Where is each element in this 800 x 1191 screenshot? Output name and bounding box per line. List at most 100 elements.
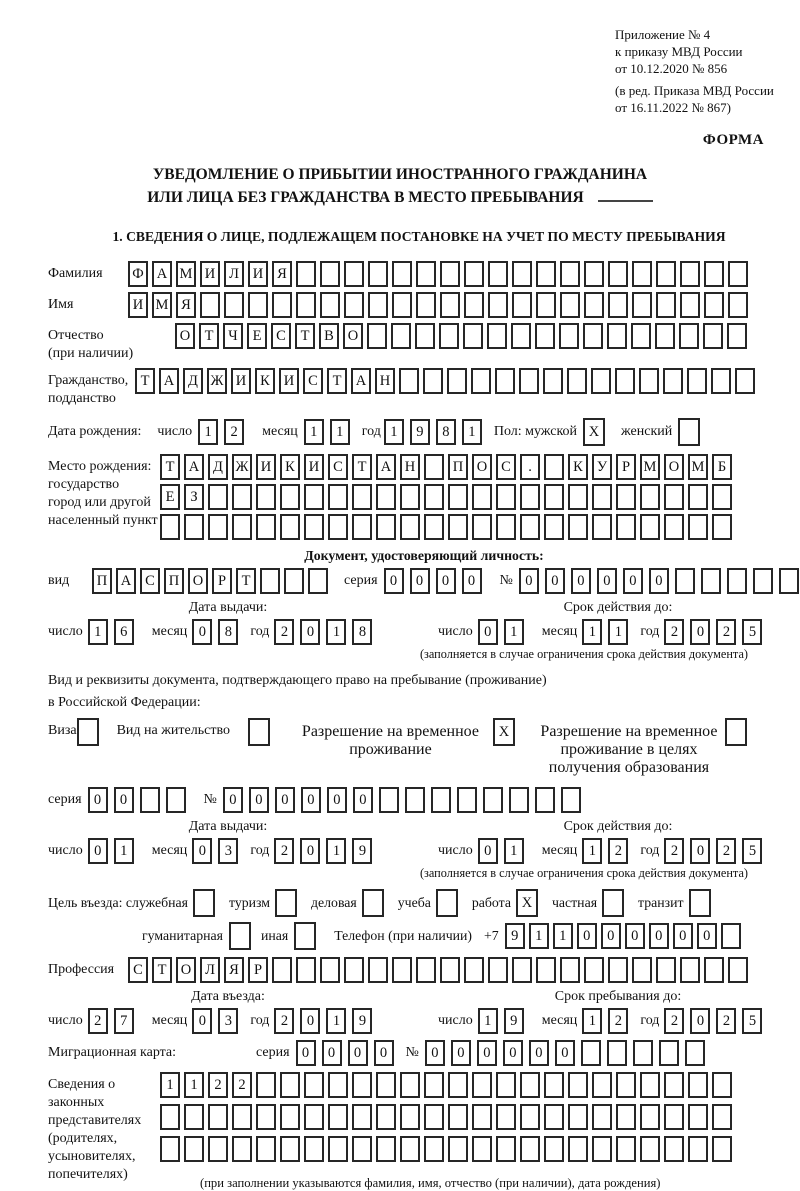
char-box[interactable] — [632, 261, 652, 287]
char-box[interactable]: П — [164, 568, 184, 594]
char-box[interactable] — [435, 889, 458, 917]
char-box[interactable]: 0 — [192, 1008, 213, 1034]
char-box[interactable] — [447, 368, 467, 394]
char-box[interactable] — [568, 1072, 588, 1098]
temp-permit-checkbox[interactable]: X — [492, 718, 519, 746]
char-box[interactable] — [232, 514, 252, 540]
char-box[interactable]: 1 — [383, 419, 404, 445]
char-box[interactable]: 0 — [648, 923, 669, 949]
char-box[interactable] — [472, 514, 492, 540]
char-box[interactable]: 1 — [461, 419, 482, 445]
char-box[interactable]: 2 — [208, 1072, 228, 1098]
char-box[interactable] — [519, 368, 539, 394]
char-box[interactable]: 0 — [192, 838, 213, 864]
char-box[interactable]: М — [640, 454, 660, 480]
char-box[interactable] — [424, 454, 444, 480]
char-box[interactable] — [308, 568, 328, 594]
char-box[interactable]: Е — [247, 323, 267, 349]
char-box[interactable] — [472, 1072, 492, 1098]
char-box[interactable]: 2 — [608, 838, 629, 864]
char-box[interactable] — [640, 1136, 660, 1162]
char-box[interactable] — [376, 1136, 396, 1162]
char-box[interactable] — [184, 514, 204, 540]
purpose-business-checkbox[interactable] — [193, 889, 219, 917]
char-box[interactable] — [536, 292, 556, 318]
char-box[interactable] — [704, 261, 724, 287]
char-box[interactable] — [711, 368, 731, 394]
char-box[interactable] — [160, 1136, 180, 1162]
char-box[interactable]: А — [184, 454, 204, 480]
char-box[interactable] — [615, 368, 635, 394]
char-box[interactable] — [688, 1072, 708, 1098]
char-box[interactable]: 0 — [596, 568, 617, 594]
char-box[interactable] — [378, 787, 399, 813]
char-box[interactable]: 0 — [570, 568, 591, 594]
char-box[interactable]: 2 — [274, 838, 295, 864]
char-box[interactable]: 0 — [576, 923, 597, 949]
char-box[interactable] — [439, 323, 459, 349]
char-box[interactable] — [616, 1136, 636, 1162]
char-box[interactable] — [284, 568, 304, 594]
purpose-other-checkbox[interactable] — [294, 922, 320, 950]
char-box[interactable] — [544, 484, 564, 510]
char-box[interactable]: 2 — [664, 619, 685, 645]
char-box[interactable] — [664, 1072, 684, 1098]
char-box[interactable]: 1 — [582, 838, 603, 864]
char-box[interactable] — [616, 1104, 636, 1130]
char-box[interactable]: 1 — [608, 619, 629, 645]
char-box[interactable] — [640, 484, 660, 510]
char-box[interactable] — [260, 568, 280, 594]
char-box[interactable] — [712, 514, 732, 540]
char-box[interactable]: 0 — [87, 787, 108, 813]
char-box[interactable] — [256, 514, 276, 540]
char-box[interactable]: 1 — [303, 419, 324, 445]
char-box[interactable] — [631, 323, 651, 349]
char-box[interactable] — [688, 1136, 708, 1162]
char-box[interactable] — [416, 957, 436, 983]
char-box[interactable] — [700, 568, 721, 594]
char-box[interactable] — [472, 1136, 492, 1162]
char-box[interactable]: И — [304, 454, 324, 480]
char-box[interactable] — [328, 484, 348, 510]
char-box[interactable] — [376, 1104, 396, 1130]
char-box[interactable]: 1 — [198, 419, 219, 445]
char-box[interactable] — [536, 261, 556, 287]
char-box[interactable]: 0 — [690, 619, 711, 645]
char-box[interactable] — [656, 261, 676, 287]
char-box[interactable]: Р — [212, 568, 232, 594]
char-box[interactable] — [712, 1136, 732, 1162]
char-box[interactable] — [724, 718, 747, 746]
char-box[interactable]: Я — [272, 261, 292, 287]
char-box[interactable]: 1 — [326, 619, 347, 645]
char-box[interactable]: 0 — [409, 568, 430, 594]
char-box[interactable]: И — [256, 454, 276, 480]
char-box[interactable]: 1 — [503, 619, 524, 645]
char-box[interactable] — [544, 1136, 564, 1162]
char-box[interactable]: 0 — [300, 838, 321, 864]
char-box[interactable]: 2 — [232, 1072, 252, 1098]
char-box[interactable]: Н — [400, 454, 420, 480]
char-box[interactable] — [272, 957, 292, 983]
char-box[interactable] — [664, 1104, 684, 1130]
char-box[interactable]: 1 — [329, 419, 350, 445]
char-box[interactable] — [352, 1072, 372, 1098]
char-box[interactable]: 0 — [476, 1040, 497, 1066]
char-box[interactable] — [560, 292, 580, 318]
char-box[interactable] — [688, 1104, 708, 1130]
char-box[interactable]: 8 — [435, 419, 456, 445]
char-box[interactable] — [688, 514, 708, 540]
char-box[interactable] — [471, 368, 491, 394]
char-box[interactable] — [463, 323, 483, 349]
char-box[interactable] — [296, 261, 316, 287]
char-box[interactable] — [328, 1104, 348, 1130]
char-box[interactable] — [664, 1136, 684, 1162]
char-box[interactable]: X — [492, 718, 515, 746]
char-box[interactable] — [228, 922, 251, 950]
char-box[interactable]: 1 — [184, 1072, 204, 1098]
char-box[interactable] — [616, 514, 636, 540]
